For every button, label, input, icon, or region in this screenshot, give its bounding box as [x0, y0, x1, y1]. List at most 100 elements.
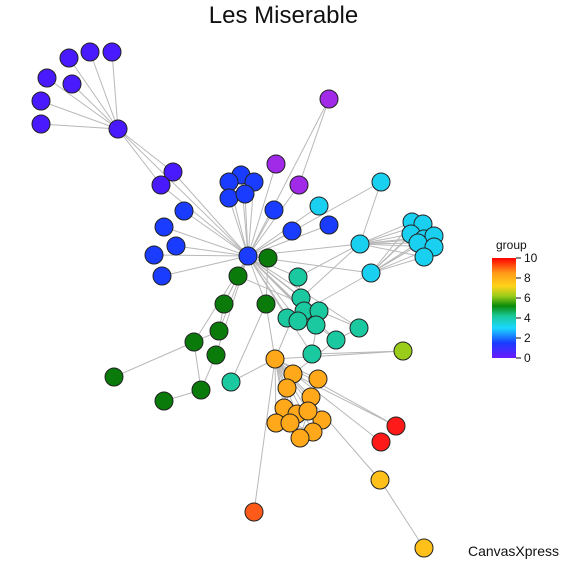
graph-edge	[247, 184, 300, 257]
graph-edge	[111, 51, 119, 130]
graph-edge	[300, 243, 361, 299]
graph-node[interactable]	[256, 294, 276, 314]
chart-title: Les Miserable	[208, 2, 359, 29]
graph-edge	[68, 57, 119, 130]
graph-node[interactable]	[209, 321, 229, 341]
graph-node[interactable]	[371, 172, 391, 192]
graph-edge	[117, 128, 162, 186]
graph-node[interactable]	[235, 184, 255, 204]
graph-node[interactable]	[154, 217, 174, 237]
graph-node[interactable]	[265, 349, 285, 369]
legend-tick-label: 2	[524, 331, 531, 345]
graph-node[interactable]	[80, 42, 100, 62]
graph-edge	[113, 341, 195, 378]
graph-node[interactable]	[349, 318, 369, 338]
graph-edge	[244, 193, 249, 257]
graph-edge	[183, 210, 249, 257]
graph-node[interactable]	[306, 315, 326, 335]
graph-node[interactable]	[238, 246, 258, 266]
watermark-label: CanvasXpress	[467, 543, 559, 559]
graph-edge	[359, 243, 425, 258]
graph-node[interactable]	[152, 266, 172, 286]
graph-node[interactable]	[221, 372, 241, 392]
graph-node[interactable]	[414, 247, 434, 267]
graph-edge	[172, 171, 249, 257]
graph-edge	[247, 98, 330, 257]
graph-node[interactable]	[371, 432, 391, 452]
graph-edge	[274, 358, 277, 424]
graph-node[interactable]	[163, 162, 183, 182]
graph-edge	[298, 98, 330, 186]
graph-edge	[253, 358, 276, 513]
graph-node[interactable]	[191, 380, 211, 400]
graph-node[interactable]	[228, 266, 248, 286]
graph-node[interactable]	[298, 401, 318, 421]
graph-node[interactable]	[166, 236, 186, 256]
graph-node[interactable]	[244, 502, 264, 522]
graph-node[interactable]	[174, 201, 194, 221]
graph-edge	[117, 128, 249, 257]
graph-edge	[247, 181, 382, 257]
graph-node[interactable]	[59, 48, 79, 68]
graph-node[interactable]	[264, 200, 284, 220]
graph-edge	[46, 77, 119, 130]
graph-node[interactable]	[206, 345, 226, 365]
node-layer	[31, 42, 444, 558]
graph-edge	[379, 479, 425, 549]
graph-node[interactable]	[37, 68, 57, 88]
graph-edge	[247, 163, 277, 257]
legend-tick-label: 8	[524, 271, 531, 285]
graph-edge	[40, 123, 119, 130]
graph-node[interactable]	[350, 234, 370, 254]
graph-node[interactable]	[214, 294, 234, 314]
graph-node[interactable]	[290, 428, 310, 448]
graph-edge	[160, 184, 249, 257]
graph-node[interactable]	[386, 416, 406, 436]
graph-node[interactable]	[62, 74, 82, 94]
graph-node[interactable]	[144, 245, 164, 265]
graph-node[interactable]	[326, 330, 346, 350]
graph-edge	[89, 51, 119, 130]
graph-edge	[359, 181, 382, 245]
graph-edge	[230, 303, 267, 383]
graph-edge	[175, 245, 249, 257]
graph-node[interactable]	[393, 341, 413, 361]
graph-edge	[359, 242, 419, 245]
graph-node[interactable]	[108, 119, 128, 139]
graph-edge	[228, 197, 249, 257]
graph-node[interactable]	[154, 391, 174, 411]
graph-edge	[161, 255, 249, 277]
graph-node[interactable]	[31, 91, 51, 111]
graph-edge	[40, 100, 119, 130]
graph-node[interactable]	[258, 248, 278, 268]
graph-node[interactable]	[288, 311, 308, 331]
graph-node[interactable]	[31, 114, 51, 134]
graph-node[interactable]	[288, 267, 308, 287]
graph-node[interactable]	[319, 89, 339, 109]
graph-edge	[153, 254, 249, 257]
graph-node[interactable]	[302, 344, 322, 364]
graph-node[interactable]	[309, 196, 329, 216]
graph-node[interactable]	[414, 538, 434, 558]
graph-node[interactable]	[277, 378, 297, 398]
graph-node[interactable]	[104, 367, 124, 387]
graph-node[interactable]	[308, 369, 328, 389]
color-legend: 10 8 6 4 2 0	[492, 251, 538, 365]
graph-node[interactable]	[361, 263, 381, 283]
graph-node[interactable]	[102, 42, 122, 62]
graph-node[interactable]	[319, 215, 339, 235]
graph-node[interactable]	[289, 175, 309, 195]
graph-edge	[247, 224, 330, 257]
graph-node[interactable]	[151, 175, 171, 195]
graph-node[interactable]	[266, 154, 286, 174]
graph-node[interactable]	[219, 172, 239, 192]
graph-edge	[71, 83, 119, 130]
graph-node[interactable]	[370, 470, 390, 490]
graph-node[interactable]	[282, 221, 302, 241]
graph-node[interactable]	[219, 188, 239, 208]
legend-tick-label: 4	[524, 311, 531, 325]
graph-node[interactable]	[184, 332, 204, 352]
graph-node[interactable]	[280, 413, 300, 433]
legend-ticks: 10 8 6 4 2 0	[516, 251, 538, 365]
